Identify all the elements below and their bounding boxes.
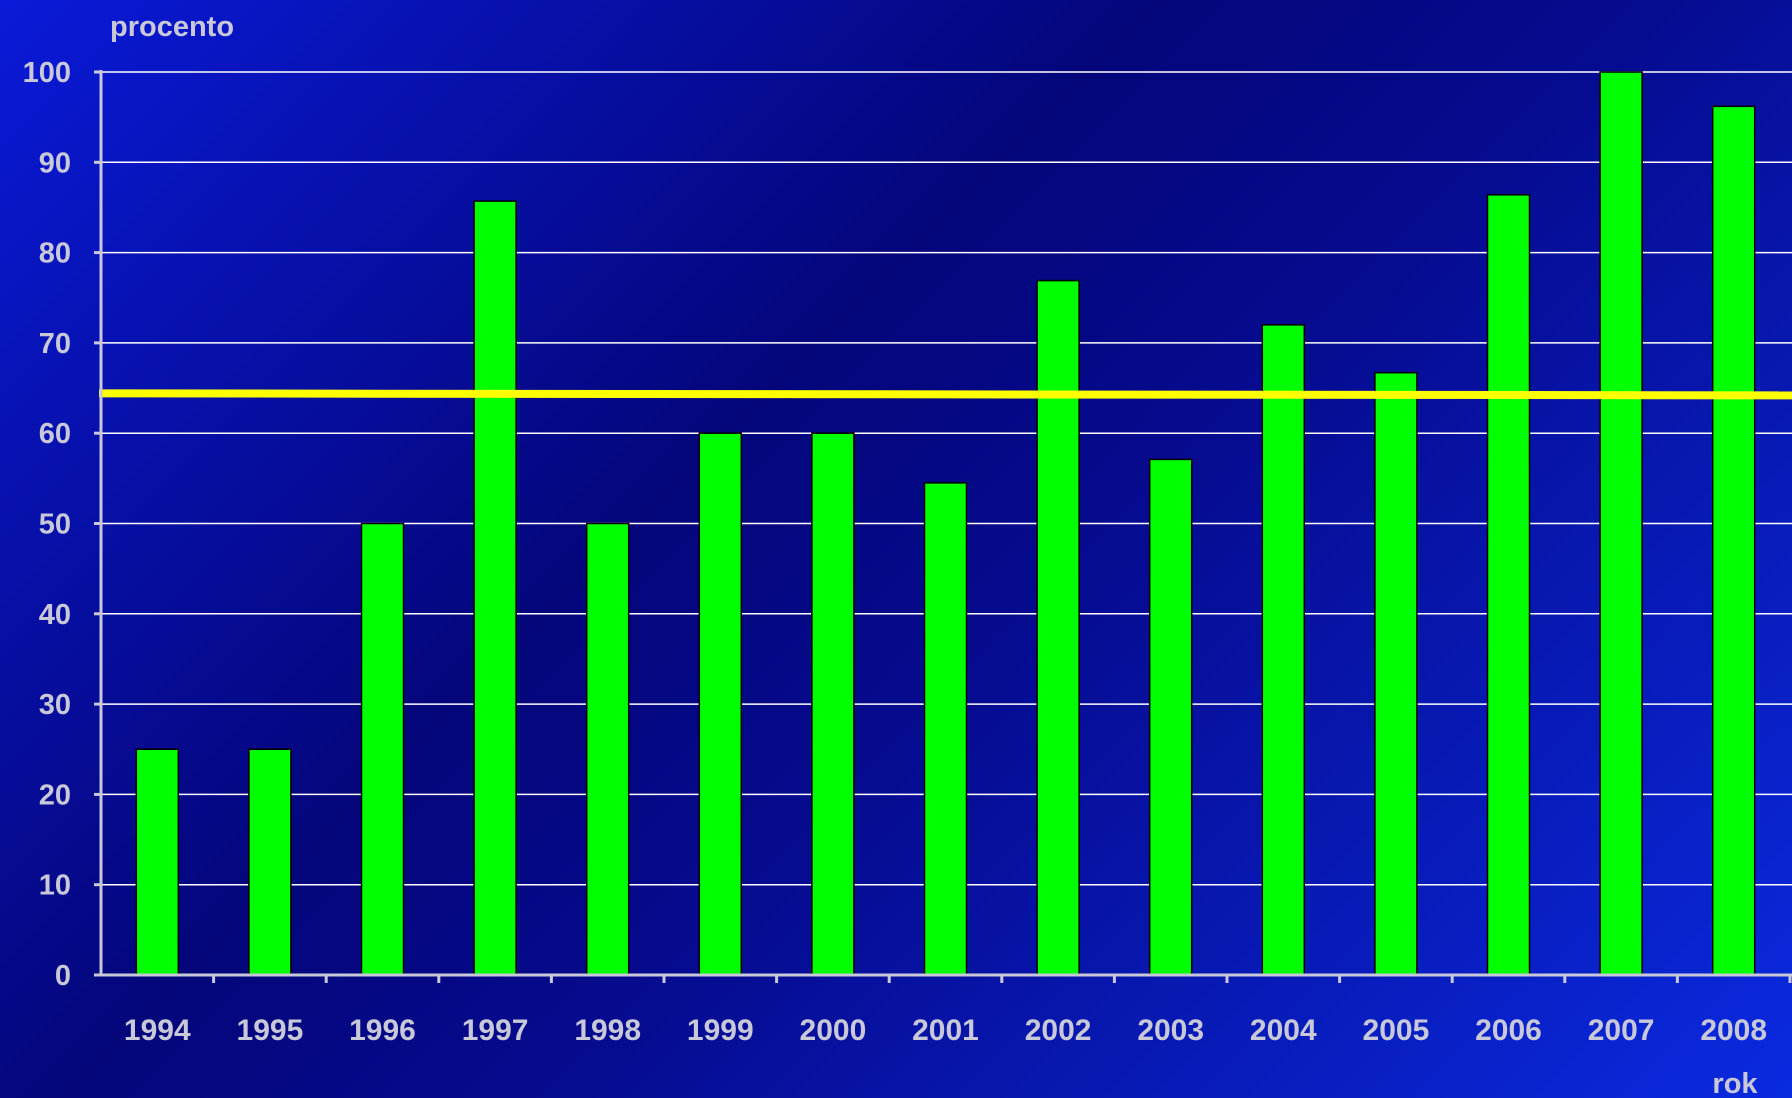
x-tick-label: 1995 (237, 1014, 304, 1047)
bar-1999 (698, 432, 743, 976)
x-tick-label: 1996 (349, 1014, 416, 1047)
y-tick-label: 60 (39, 418, 71, 450)
x-tick-label: 1999 (687, 1014, 754, 1047)
reference-line-group (98, 389, 1792, 400)
y-axis-label: procento (110, 11, 234, 43)
bar-2000 (811, 432, 855, 976)
bar-1995 (248, 748, 292, 976)
y-tick-label: 40 (39, 599, 71, 631)
bar-1998 (585, 522, 630, 976)
reference-line (98, 389, 1792, 400)
bar-1994 (135, 748, 180, 976)
bar-2001 (923, 482, 968, 976)
y-tick-label: 90 (39, 147, 71, 179)
bar-2006 (1486, 194, 1531, 976)
x-axis-label: rok (1712, 1068, 1758, 1098)
x-tick-label: 2005 (1363, 1014, 1430, 1047)
y-tick-label: 80 (39, 238, 71, 270)
y-tick-label: 30 (39, 689, 71, 721)
bar-2003 (1148, 458, 1193, 976)
x-tick-label: 1998 (574, 1014, 641, 1047)
bar-1996 (360, 522, 405, 976)
bar-1997 (473, 200, 517, 976)
bar-2004 (1261, 324, 1306, 976)
x-tick-label: 1994 (124, 1014, 191, 1047)
x-tick-label: 2001 (912, 1014, 979, 1047)
bars (135, 71, 1756, 976)
x-tick-label: 2008 (1700, 1014, 1767, 1047)
bar-2008 (1711, 105, 1756, 976)
y-tick-label: 100 (23, 57, 71, 89)
y-tick-label: 0 (55, 960, 71, 992)
x-tick-label: 2000 (800, 1014, 867, 1047)
y-tick-label: 70 (39, 328, 71, 360)
x-tick-label: 2004 (1250, 1014, 1317, 1047)
x-tick-label: 2006 (1475, 1014, 1542, 1047)
bar-2005 (1374, 371, 1418, 976)
x-tick-labels: 1994 1995 1996 1997 1998 1999 2000 2001 2002 2003… (124, 1014, 1767, 1047)
x-tick-label: 2002 (1025, 1014, 1092, 1047)
x-tick-label: 1997 (462, 1014, 529, 1047)
bar-2007 (1599, 71, 1643, 976)
x-tick-label: 2003 (1137, 1014, 1204, 1047)
bar-2002 (1036, 279, 1080, 976)
x-tick-label: 2007 (1588, 1014, 1655, 1047)
y-tick-label: 10 (39, 870, 71, 902)
y-tick-label: 20 (39, 779, 71, 811)
y-tick-label: 50 (39, 509, 71, 541)
y-tick-labels: 0 10 20 30 40 50 60 70 80 90 100 (23, 57, 71, 992)
axes (94, 70, 1792, 983)
